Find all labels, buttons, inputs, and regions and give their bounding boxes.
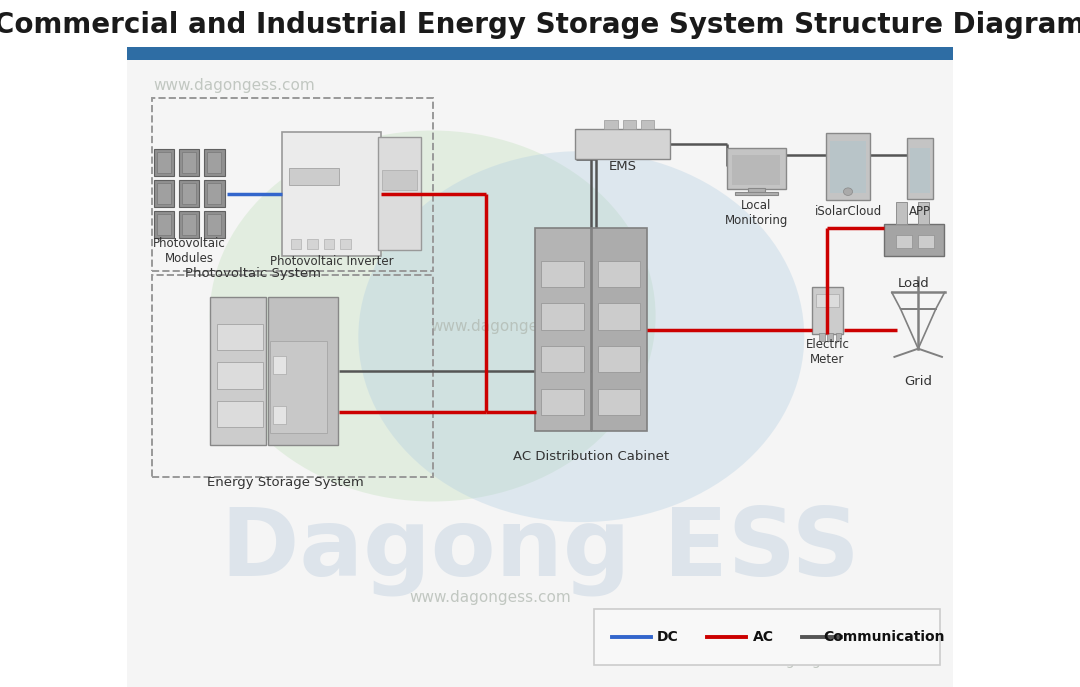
Text: iSolarCloud: iSolarCloud — [814, 205, 881, 218]
Bar — [541, 346, 583, 372]
Bar — [273, 407, 285, 424]
Text: Communication: Communication — [824, 630, 945, 644]
Bar — [597, 346, 639, 372]
Bar — [727, 148, 786, 189]
Bar — [152, 275, 433, 477]
Bar — [268, 297, 338, 445]
Bar — [324, 239, 335, 249]
Bar — [153, 212, 174, 238]
Bar — [906, 138, 933, 199]
Bar — [204, 181, 225, 207]
Bar — [622, 120, 636, 129]
Text: Dagong ESS: Dagong ESS — [220, 504, 860, 596]
Bar — [157, 153, 171, 174]
Bar — [734, 192, 778, 196]
Text: Photovoltaic Inverter: Photovoltaic Inverter — [270, 255, 394, 267]
Text: EMS: EMS — [608, 160, 636, 172]
Bar — [183, 214, 195, 235]
Text: www.dagongess.com: www.dagongess.com — [153, 78, 315, 93]
Bar — [812, 287, 843, 334]
Bar — [541, 261, 583, 287]
Text: Local
Monitoring: Local Monitoring — [725, 199, 788, 227]
Circle shape — [843, 188, 852, 196]
Bar — [179, 150, 199, 177]
Bar — [819, 333, 825, 341]
Bar — [918, 235, 934, 249]
Text: Grid: Grid — [904, 376, 932, 388]
Bar — [885, 223, 944, 256]
Bar — [836, 333, 841, 341]
Bar — [815, 294, 839, 307]
Bar — [153, 150, 174, 177]
Circle shape — [210, 131, 656, 502]
Bar — [597, 389, 639, 415]
Bar — [378, 137, 421, 251]
Bar — [289, 168, 338, 185]
Text: AC Distribution Cabinet: AC Distribution Cabinet — [513, 451, 670, 463]
Text: Load: Load — [899, 277, 930, 289]
Text: www.dagongess.com: www.dagongess.com — [409, 590, 571, 605]
Bar — [748, 188, 765, 195]
Bar — [127, 0, 953, 48]
Bar — [831, 141, 866, 193]
Bar — [827, 333, 833, 341]
Bar — [204, 150, 225, 177]
Bar — [597, 304, 639, 330]
Bar — [217, 324, 262, 350]
Bar — [152, 98, 433, 271]
Bar — [273, 356, 285, 374]
Bar — [910, 148, 930, 193]
Bar — [896, 235, 912, 249]
Bar — [896, 202, 906, 223]
Bar — [594, 609, 941, 665]
Text: DC: DC — [657, 630, 679, 644]
Bar — [157, 214, 171, 235]
Bar — [157, 183, 171, 205]
Bar — [282, 132, 381, 256]
Text: AC: AC — [753, 630, 773, 644]
Bar — [541, 304, 583, 330]
Circle shape — [359, 151, 805, 522]
Bar — [127, 47, 953, 60]
Bar — [597, 261, 639, 287]
Bar — [340, 239, 351, 249]
Bar — [217, 362, 262, 389]
Text: Commercial and Industrial Energy Storage System Structure Diagram: Commercial and Industrial Energy Storage… — [0, 11, 1080, 38]
Bar — [575, 129, 670, 159]
Bar — [918, 202, 929, 223]
Bar — [592, 229, 647, 431]
Bar — [826, 133, 869, 200]
Bar — [605, 120, 618, 129]
Bar — [179, 212, 199, 238]
Bar — [183, 153, 195, 174]
Bar — [732, 155, 780, 185]
Bar — [382, 170, 417, 190]
Text: www.dagongess.com: www.dagongess.com — [731, 654, 877, 668]
Bar — [183, 183, 195, 205]
Bar — [207, 183, 221, 205]
Text: APP: APP — [909, 205, 931, 218]
Bar — [541, 389, 583, 415]
Bar — [207, 153, 221, 174]
Bar — [270, 341, 326, 433]
Text: Energy Storage System: Energy Storage System — [207, 476, 364, 488]
Bar — [291, 239, 301, 249]
Bar — [207, 214, 221, 235]
Text: Photovoltaic
Modules: Photovoltaic Modules — [152, 237, 226, 264]
Bar — [217, 401, 262, 427]
Bar — [536, 229, 591, 431]
Bar — [640, 120, 654, 129]
Bar — [211, 297, 267, 445]
Text: Photovoltaic System: Photovoltaic System — [185, 267, 321, 280]
Bar — [179, 181, 199, 207]
Text: Electric
Meter: Electric Meter — [806, 338, 849, 365]
Text: www.dagongess.com: www.dagongess.com — [430, 319, 592, 334]
Bar — [204, 212, 225, 238]
Bar — [153, 181, 174, 207]
Bar — [307, 239, 318, 249]
